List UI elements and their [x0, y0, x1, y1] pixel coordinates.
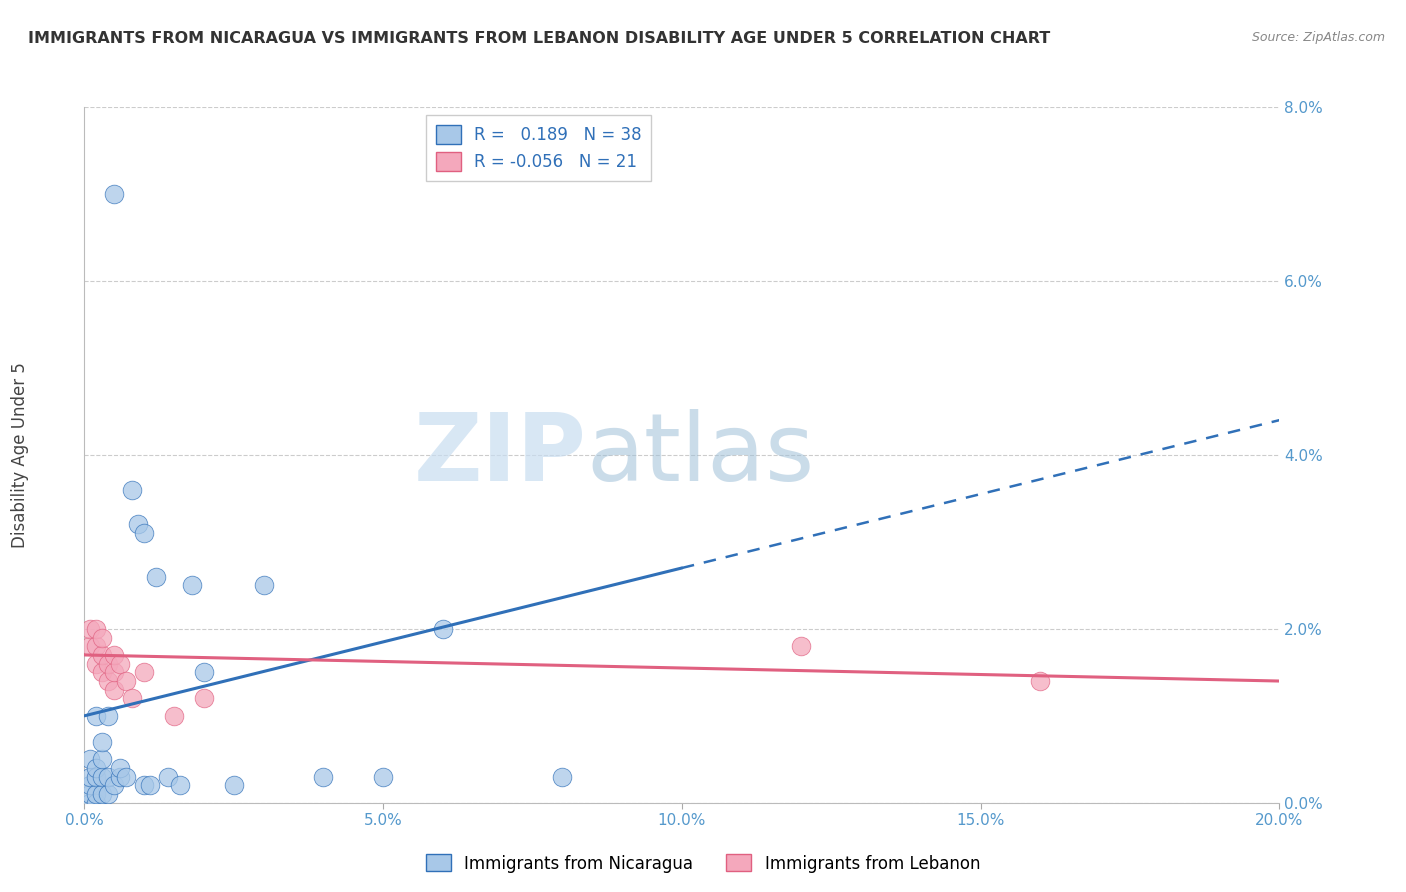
Y-axis label: Disability Age Under 5: Disability Age Under 5	[11, 362, 28, 548]
Point	[86, 770, 108, 784]
Point	[169, 778, 191, 792]
Point	[97, 787, 120, 801]
Point	[110, 761, 132, 775]
Text: ZIP: ZIP	[413, 409, 586, 501]
Text: atlas: atlas	[586, 409, 814, 501]
Point	[86, 796, 108, 810]
Point	[371, 770, 394, 784]
Point	[103, 648, 125, 662]
Point	[145, 570, 167, 584]
Point	[86, 639, 108, 653]
Point	[432, 622, 454, 636]
Text: Source: ZipAtlas.com: Source: ZipAtlas.com	[1251, 31, 1385, 45]
Point	[91, 752, 114, 766]
Point	[103, 778, 125, 792]
Point	[97, 770, 120, 784]
Point	[97, 674, 120, 689]
Point	[91, 665, 114, 680]
Point	[139, 778, 162, 792]
Point	[86, 708, 108, 723]
Point	[103, 186, 125, 201]
Point	[86, 657, 108, 671]
Point	[103, 682, 125, 697]
Point	[86, 622, 108, 636]
Point	[121, 691, 143, 706]
Point	[790, 639, 813, 653]
Legend: Immigrants from Nicaragua, Immigrants from Lebanon: Immigrants from Nicaragua, Immigrants fr…	[419, 847, 987, 880]
Point	[97, 708, 120, 723]
Point	[222, 778, 245, 792]
Point	[91, 770, 114, 784]
Point	[180, 578, 202, 592]
Point	[157, 770, 180, 784]
Point	[91, 735, 114, 749]
Point	[79, 770, 101, 784]
Point	[132, 778, 156, 792]
Point	[103, 665, 125, 680]
Point	[312, 770, 335, 784]
Point	[110, 657, 132, 671]
Point	[86, 787, 108, 801]
Text: IMMIGRANTS FROM NICARAGUA VS IMMIGRANTS FROM LEBANON DISABILITY AGE UNDER 5 CORR: IMMIGRANTS FROM NICARAGUA VS IMMIGRANTS …	[28, 31, 1050, 46]
Point	[91, 787, 114, 801]
Point	[91, 648, 114, 662]
Point	[163, 708, 186, 723]
Point	[132, 526, 156, 541]
Point	[79, 622, 101, 636]
Point	[193, 665, 215, 680]
Point	[79, 752, 101, 766]
Point	[79, 796, 101, 810]
Legend: R =   0.189   N = 38, R = -0.056   N = 21: R = 0.189 N = 38, R = -0.056 N = 21	[426, 115, 651, 181]
Point	[253, 578, 276, 592]
Point	[193, 691, 215, 706]
Point	[132, 665, 156, 680]
Point	[115, 770, 138, 784]
Point	[91, 631, 114, 645]
Point	[115, 674, 138, 689]
Point	[121, 483, 143, 497]
Point	[97, 657, 120, 671]
Point	[79, 778, 101, 792]
Point	[127, 517, 149, 532]
Point	[110, 770, 132, 784]
Point	[79, 639, 101, 653]
Point	[86, 761, 108, 775]
Point	[1029, 674, 1052, 689]
Point	[79, 787, 101, 801]
Point	[551, 770, 574, 784]
